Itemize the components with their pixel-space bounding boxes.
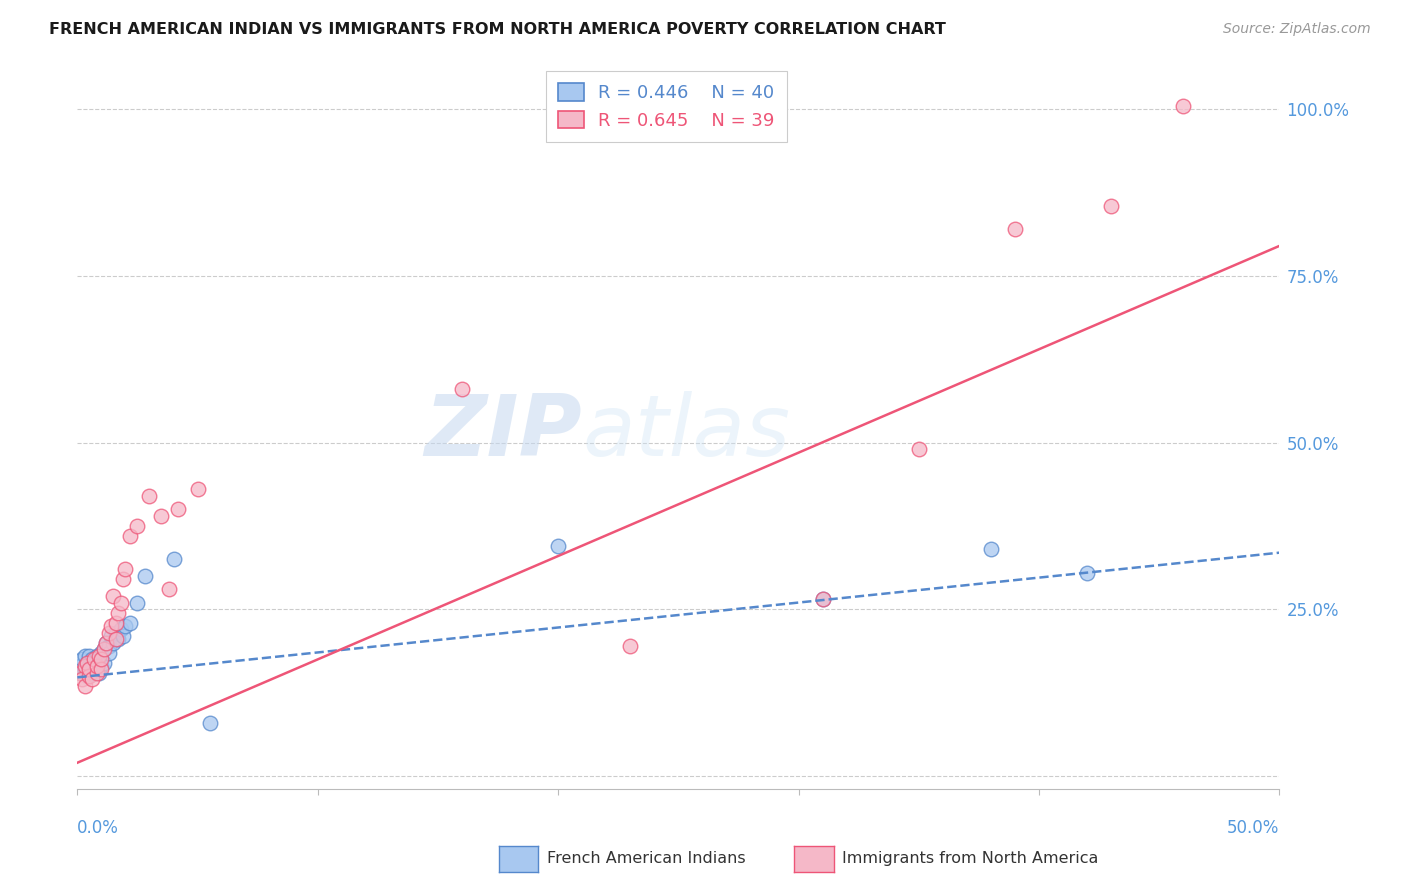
Point [908, 442, 931, 457]
Point [100, 619, 122, 633]
Point [187, 483, 209, 497]
Point [547, 539, 569, 553]
Point [76, 669, 98, 683]
Point [110, 623, 132, 637]
Text: atlas: atlas [582, 391, 790, 475]
Point [120, 529, 142, 543]
Point [73, 662, 96, 676]
Text: Immigrants from North America: Immigrants from North America [842, 852, 1098, 866]
Point [104, 625, 127, 640]
Point [134, 569, 156, 583]
Point [980, 542, 1002, 557]
Point [127, 519, 149, 533]
Point [70, 652, 93, 666]
Point [93, 642, 115, 657]
Point [79, 659, 101, 673]
Point [104, 632, 127, 647]
Point [97, 646, 120, 660]
Point [79, 669, 101, 683]
Point [70, 673, 93, 687]
Point [86, 665, 108, 680]
Point [162, 552, 184, 566]
Point [114, 619, 136, 633]
Point [80, 652, 103, 666]
Point [811, 592, 834, 607]
Point [97, 625, 120, 640]
Point [87, 648, 110, 663]
Point [1173, 99, 1195, 113]
Point [103, 589, 125, 603]
Point [107, 606, 129, 620]
Point [100, 629, 122, 643]
Point [619, 639, 641, 653]
Point [120, 615, 142, 630]
Text: FRENCH AMERICAN INDIAN VS IMMIGRANTS FROM NORTH AMERICA POVERTY CORRELATION CHAR: FRENCH AMERICAN INDIAN VS IMMIGRANTS FRO… [49, 22, 946, 37]
Point [127, 596, 149, 610]
Point [90, 659, 112, 673]
Point [73, 648, 96, 663]
Point [451, 382, 474, 396]
Point [86, 659, 108, 673]
Point [90, 652, 112, 666]
Text: 50.0%: 50.0% [1227, 819, 1279, 837]
Text: Source: ZipAtlas.com: Source: ZipAtlas.com [1223, 22, 1371, 37]
Point [107, 632, 129, 647]
Point [103, 636, 125, 650]
Point [96, 636, 118, 650]
Text: French American Indians: French American Indians [547, 852, 745, 866]
Point [69, 665, 91, 680]
Point [104, 615, 127, 630]
Point [80, 662, 103, 676]
Point [73, 659, 96, 673]
Point [167, 502, 190, 516]
Point [83, 656, 105, 670]
Point [86, 648, 108, 663]
Point [76, 656, 98, 670]
Point [80, 673, 103, 687]
Point [83, 665, 105, 680]
Point [1099, 199, 1122, 213]
Text: ZIP: ZIP [425, 391, 582, 475]
Point [111, 572, 134, 586]
Point [87, 652, 110, 666]
Point [114, 562, 136, 576]
Point [73, 679, 96, 693]
Point [1076, 566, 1098, 580]
Point [70, 665, 93, 680]
Point [69, 659, 91, 673]
Point [96, 636, 118, 650]
Point [79, 648, 101, 663]
Point [811, 592, 834, 607]
Point [79, 662, 101, 676]
Text: 0.0%: 0.0% [77, 819, 120, 837]
Point [157, 582, 180, 597]
Point [93, 642, 115, 657]
Point [198, 715, 221, 730]
Legend: R = 0.446    N = 40, R = 0.645    N = 39: R = 0.446 N = 40, R = 0.645 N = 39 [546, 70, 787, 143]
Point [150, 508, 173, 523]
Point [86, 659, 108, 673]
Point [87, 665, 110, 680]
Point [111, 629, 134, 643]
Point [83, 652, 105, 666]
Point [97, 639, 120, 653]
Point [110, 596, 132, 610]
Point [90, 662, 112, 676]
Point [90, 646, 112, 660]
Point [1004, 222, 1026, 236]
Point [93, 656, 115, 670]
Point [76, 656, 98, 670]
Point [138, 489, 160, 503]
